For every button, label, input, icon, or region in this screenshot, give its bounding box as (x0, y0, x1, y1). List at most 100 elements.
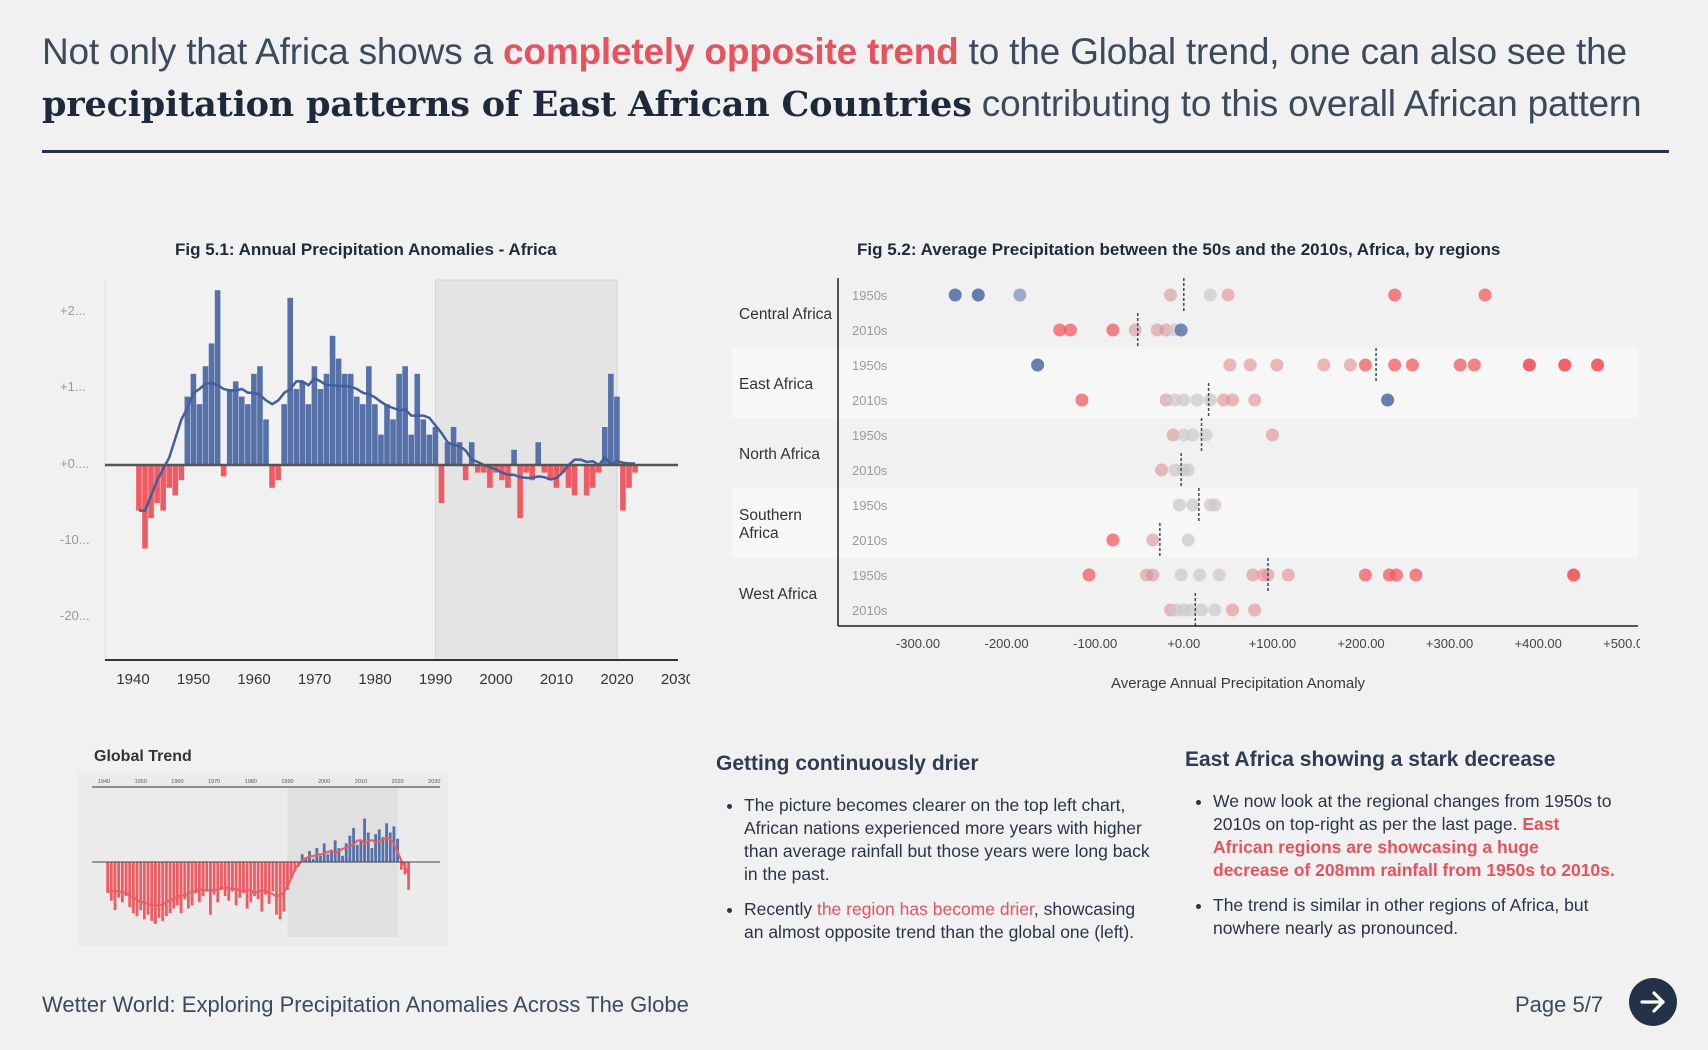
fig1-bar (269, 465, 275, 488)
fig2-x-tick-label: +300.00 (1426, 636, 1473, 651)
fig1-bar (287, 297, 293, 465)
fig1-bar (136, 465, 142, 511)
fig2-region-band (732, 488, 1638, 558)
fig2-data-point (1075, 393, 1089, 407)
fig1-title: Fig 5.1: Annual Precipitation Anomalies … (175, 240, 557, 259)
fig2-title: Fig 5.2: Average Precipitation between t… (857, 240, 1501, 259)
fig1-bar (208, 343, 215, 465)
fig1-bar (372, 404, 378, 465)
fig2-region-label: Central Africa (739, 306, 832, 323)
fig1-bar (444, 442, 451, 465)
fig1-bar (220, 465, 227, 477)
panel-getting-drier: Getting continuously drier The picture b… (716, 752, 1156, 956)
global-trend-bar (194, 862, 198, 893)
global-trend-bar (242, 862, 245, 893)
fig1-bar (414, 373, 421, 465)
fig1-bar (360, 404, 366, 465)
fig2-data-point (1405, 358, 1419, 372)
fig1-bar (620, 465, 626, 511)
fig2-data-point (1181, 463, 1195, 477)
global-trend-bar (337, 848, 341, 862)
fig2-data-point (1128, 323, 1142, 337)
fig2-data-point (1453, 358, 1467, 372)
fig1-bar (396, 373, 402, 465)
global-trend-bar (311, 858, 315, 862)
bullet-text: Recently (744, 899, 817, 919)
global-trend-bar (333, 840, 337, 862)
headline-part-1: Not only that Africa shows a (42, 31, 504, 72)
global-trend-x-tick-label: 1960 (171, 779, 183, 785)
fig2-data-point (1174, 568, 1188, 582)
fig1-bar (432, 427, 439, 465)
global-trend-bar (260, 862, 264, 912)
fig2-region-label: Southern (739, 507, 802, 524)
fig1-bar (595, 465, 602, 473)
fig2-data-point (971, 288, 985, 302)
global-trend-bar (366, 832, 370, 862)
fig1-bar (341, 373, 348, 465)
fig1-bar (565, 465, 572, 488)
global-trend-bar (370, 848, 374, 862)
global-trend-bar (231, 862, 234, 892)
fig1-bar (148, 465, 154, 519)
fig1-bar (366, 366, 372, 465)
fig2-data-point (1199, 428, 1213, 442)
fig2-data-point (1389, 568, 1403, 582)
global-trend-bar (326, 854, 330, 862)
fig2-decade-label: 2010s (852, 323, 888, 338)
fig1-bar (160, 465, 166, 511)
next-page-button[interactable] (1629, 978, 1677, 1026)
fig1-bar (263, 419, 269, 465)
global-trend-bar (275, 862, 278, 915)
global-trend-bar (172, 862, 176, 909)
headline-part-5: contributing to this overall African pat… (971, 83, 1642, 124)
fig2-data-point (1082, 568, 1096, 582)
footer-title: Wetter World: Exploring Precipitation An… (42, 992, 689, 1017)
fig1-bar (299, 381, 306, 465)
global-trend-bar (407, 862, 411, 890)
fig1-bar (166, 465, 172, 488)
fig1-x-tick-label: 2030 (661, 671, 690, 688)
global-trend-bar (359, 840, 363, 862)
global-trend-x-tick-label: 2010 (355, 779, 367, 785)
fig1-bar (426, 434, 433, 465)
fig1-bar (438, 465, 445, 503)
headline-highlight: completely opposite trend (503, 31, 959, 72)
panel-right-bullet-2: The trend is similar in other regions of… (1213, 894, 1615, 940)
bullet-text: We now look at the regional changes from… (1213, 791, 1612, 834)
fig2-data-point (1243, 358, 1257, 372)
fig2-x-tick-label: +200.00 (1337, 636, 1384, 651)
bullet-highlight: East African regions are showcasing a hu… (1213, 814, 1615, 880)
fig1-bar (239, 396, 245, 465)
panel-east-africa: East Africa showing a stark decrease We … (1185, 748, 1615, 952)
fig1-bar (547, 465, 554, 481)
global-trend-title: Global Trend (94, 748, 192, 765)
fig1-bar (335, 358, 342, 465)
global-trend-bar (124, 862, 128, 897)
fig2-decade-label: 2010s (852, 393, 888, 408)
global-trend-bar (267, 862, 271, 904)
fig2-x-tick-label: +0.00 (1167, 636, 1200, 651)
fig2-data-point (1226, 603, 1240, 617)
global-trend-bar (198, 862, 201, 903)
fig2-data-point (1174, 323, 1188, 337)
global-trend-bar (227, 862, 231, 901)
global-trend-bar (341, 855, 344, 862)
global-trend-bar (238, 862, 242, 898)
fig2-data-point (1212, 568, 1226, 582)
fig1-bar (251, 373, 257, 465)
fig2-data-point (1184, 603, 1198, 617)
fig2-region-label: Africa (739, 525, 779, 542)
global-trend-bar (330, 849, 333, 862)
fig1-bar (511, 449, 517, 465)
fig1-bar (517, 465, 523, 519)
global-trend-bar (388, 832, 392, 862)
fig1-x-tick-label: 1960 (237, 671, 270, 688)
fig1-bar (487, 465, 493, 488)
panel-left-bullet-2: Recently the region has become drier, sh… (744, 898, 1156, 944)
fig1-bar (559, 465, 566, 473)
fig2-data-point (1343, 358, 1357, 372)
fig1-x-tick-label: 2010 (540, 671, 573, 688)
global-trend-bar (286, 862, 289, 890)
fig1-bar (626, 465, 632, 488)
